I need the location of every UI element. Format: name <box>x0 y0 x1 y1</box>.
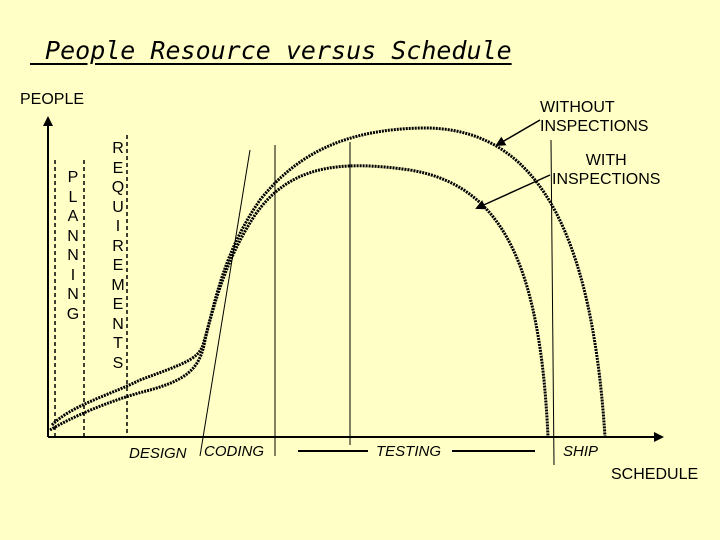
planning-phase-label: P L A N N I N G <box>66 169 80 323</box>
testing-phase-label: TESTING <box>376 443 442 460</box>
with-inspections-arrow <box>475 174 551 210</box>
slide-title: People Resource versus Schedule <box>30 36 512 65</box>
design-coding-divider <box>199 149 251 457</box>
ship-phase-label: SHIP <box>563 443 599 460</box>
testing-ship-divider <box>550 139 555 466</box>
coding-phase-label: CODING <box>204 443 264 460</box>
curve-with-inspections <box>50 164 550 438</box>
without-inspections-label: WITHOUT INSPECTIONS <box>540 99 649 135</box>
y-axis-label: PEOPLE <box>20 91 85 108</box>
x-axis-label: SCHEDULE <box>611 466 699 483</box>
requirements-phase-label: R E Q U I R E M E N T S <box>111 140 125 372</box>
curve-without-inspections <box>49 126 607 438</box>
with-inspections-label: WITH INSPECTIONS <box>552 152 661 188</box>
design-phase-label: DESIGN <box>129 445 187 462</box>
without-inspections-arrow <box>495 119 541 147</box>
